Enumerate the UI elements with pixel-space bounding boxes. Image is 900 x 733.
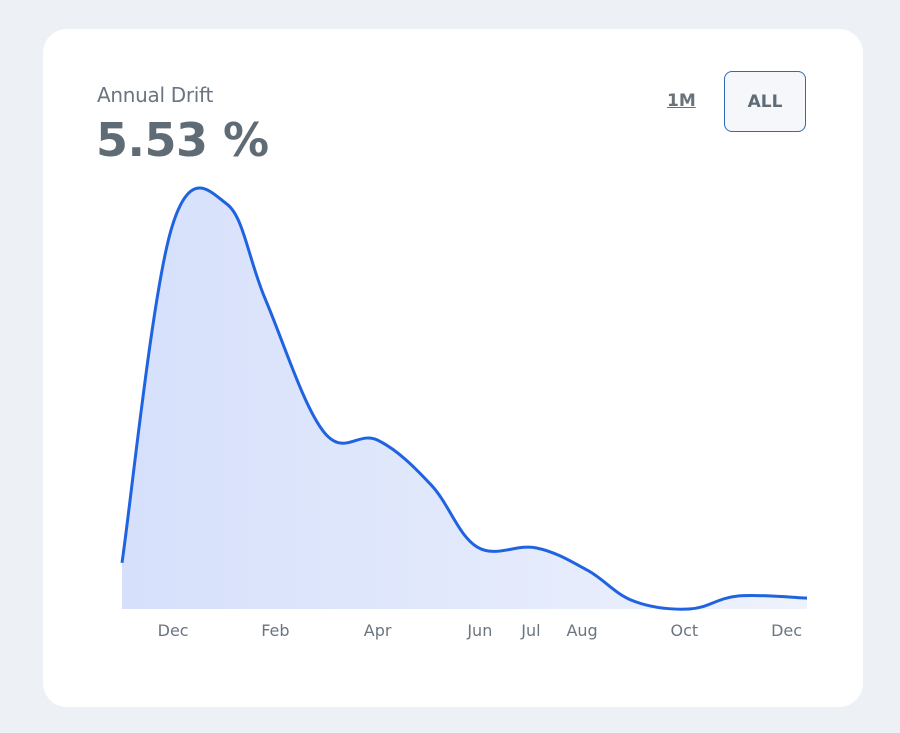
x-tick-label: Jun bbox=[466, 621, 492, 640]
range-all-button[interactable]: ALL bbox=[724, 71, 806, 132]
x-tick-label: Jul bbox=[520, 621, 540, 640]
x-tick-label: Dec bbox=[158, 621, 189, 640]
x-tick-label: Aug bbox=[566, 621, 597, 640]
x-tick-label: Oct bbox=[670, 621, 698, 640]
range-1m-button[interactable]: 1M bbox=[667, 91, 696, 111]
metric-value: 5.53 % bbox=[96, 113, 269, 167]
x-tick-label: Apr bbox=[364, 621, 392, 640]
x-tick-label: Feb bbox=[261, 621, 289, 640]
area-fill bbox=[122, 188, 807, 610]
metric-label: Annual Drift bbox=[97, 83, 213, 107]
series-line bbox=[120, 186, 808, 611]
x-tick-label: Dec bbox=[771, 621, 802, 640]
